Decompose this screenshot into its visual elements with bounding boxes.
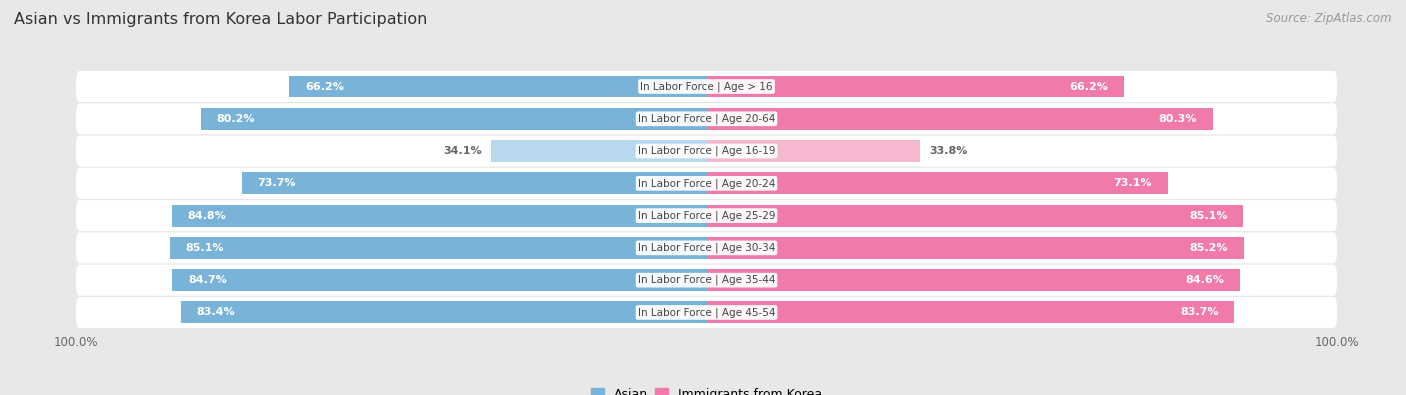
Bar <box>242 172 707 194</box>
Bar <box>707 301 1234 324</box>
Text: 33.8%: 33.8% <box>929 146 967 156</box>
FancyBboxPatch shape <box>76 200 1337 231</box>
Text: 66.2%: 66.2% <box>305 81 343 92</box>
Bar <box>707 269 1240 291</box>
Bar <box>173 269 707 291</box>
Text: 85.1%: 85.1% <box>1189 211 1227 221</box>
Text: In Labor Force | Age 35-44: In Labor Force | Age 35-44 <box>638 275 775 286</box>
Text: 80.2%: 80.2% <box>217 114 254 124</box>
Text: 85.1%: 85.1% <box>186 243 224 253</box>
FancyBboxPatch shape <box>76 103 1337 134</box>
Text: 85.2%: 85.2% <box>1189 243 1227 253</box>
Bar <box>172 205 707 227</box>
Text: 84.6%: 84.6% <box>1185 275 1225 285</box>
Bar <box>201 108 707 130</box>
Text: 73.7%: 73.7% <box>257 178 297 188</box>
Bar <box>707 205 1243 227</box>
Text: In Labor Force | Age 16-19: In Labor Force | Age 16-19 <box>638 146 775 156</box>
Text: In Labor Force | Age 25-29: In Labor Force | Age 25-29 <box>638 211 775 221</box>
FancyBboxPatch shape <box>76 297 1337 328</box>
FancyBboxPatch shape <box>76 265 1337 295</box>
Text: In Labor Force | Age 45-54: In Labor Force | Age 45-54 <box>638 307 775 318</box>
Bar <box>707 140 920 162</box>
Legend: Asian, Immigrants from Korea: Asian, Immigrants from Korea <box>586 383 827 395</box>
Text: 84.7%: 84.7% <box>188 275 226 285</box>
Text: In Labor Force | Age > 16: In Labor Force | Age > 16 <box>640 81 773 92</box>
Bar <box>707 108 1213 130</box>
Bar <box>492 140 707 162</box>
Text: In Labor Force | Age 20-24: In Labor Force | Age 20-24 <box>638 178 775 188</box>
FancyBboxPatch shape <box>76 232 1337 263</box>
Bar <box>290 75 707 98</box>
Bar <box>170 237 707 259</box>
Text: Source: ZipAtlas.com: Source: ZipAtlas.com <box>1267 12 1392 25</box>
Text: 83.7%: 83.7% <box>1180 307 1219 318</box>
Text: Asian vs Immigrants from Korea Labor Participation: Asian vs Immigrants from Korea Labor Par… <box>14 12 427 27</box>
Bar <box>707 75 1123 98</box>
Text: 66.2%: 66.2% <box>1070 81 1108 92</box>
FancyBboxPatch shape <box>76 71 1337 102</box>
Bar <box>707 172 1167 194</box>
FancyBboxPatch shape <box>76 135 1337 167</box>
Text: 80.3%: 80.3% <box>1159 114 1197 124</box>
Text: 84.8%: 84.8% <box>187 211 226 221</box>
Text: 73.1%: 73.1% <box>1114 178 1152 188</box>
FancyBboxPatch shape <box>76 168 1337 199</box>
Text: 83.4%: 83.4% <box>197 307 235 318</box>
Text: In Labor Force | Age 30-34: In Labor Force | Age 30-34 <box>638 243 775 253</box>
Text: In Labor Force | Age 20-64: In Labor Force | Age 20-64 <box>638 113 775 124</box>
Bar <box>707 237 1244 259</box>
Text: 34.1%: 34.1% <box>443 146 482 156</box>
Bar <box>180 301 707 324</box>
